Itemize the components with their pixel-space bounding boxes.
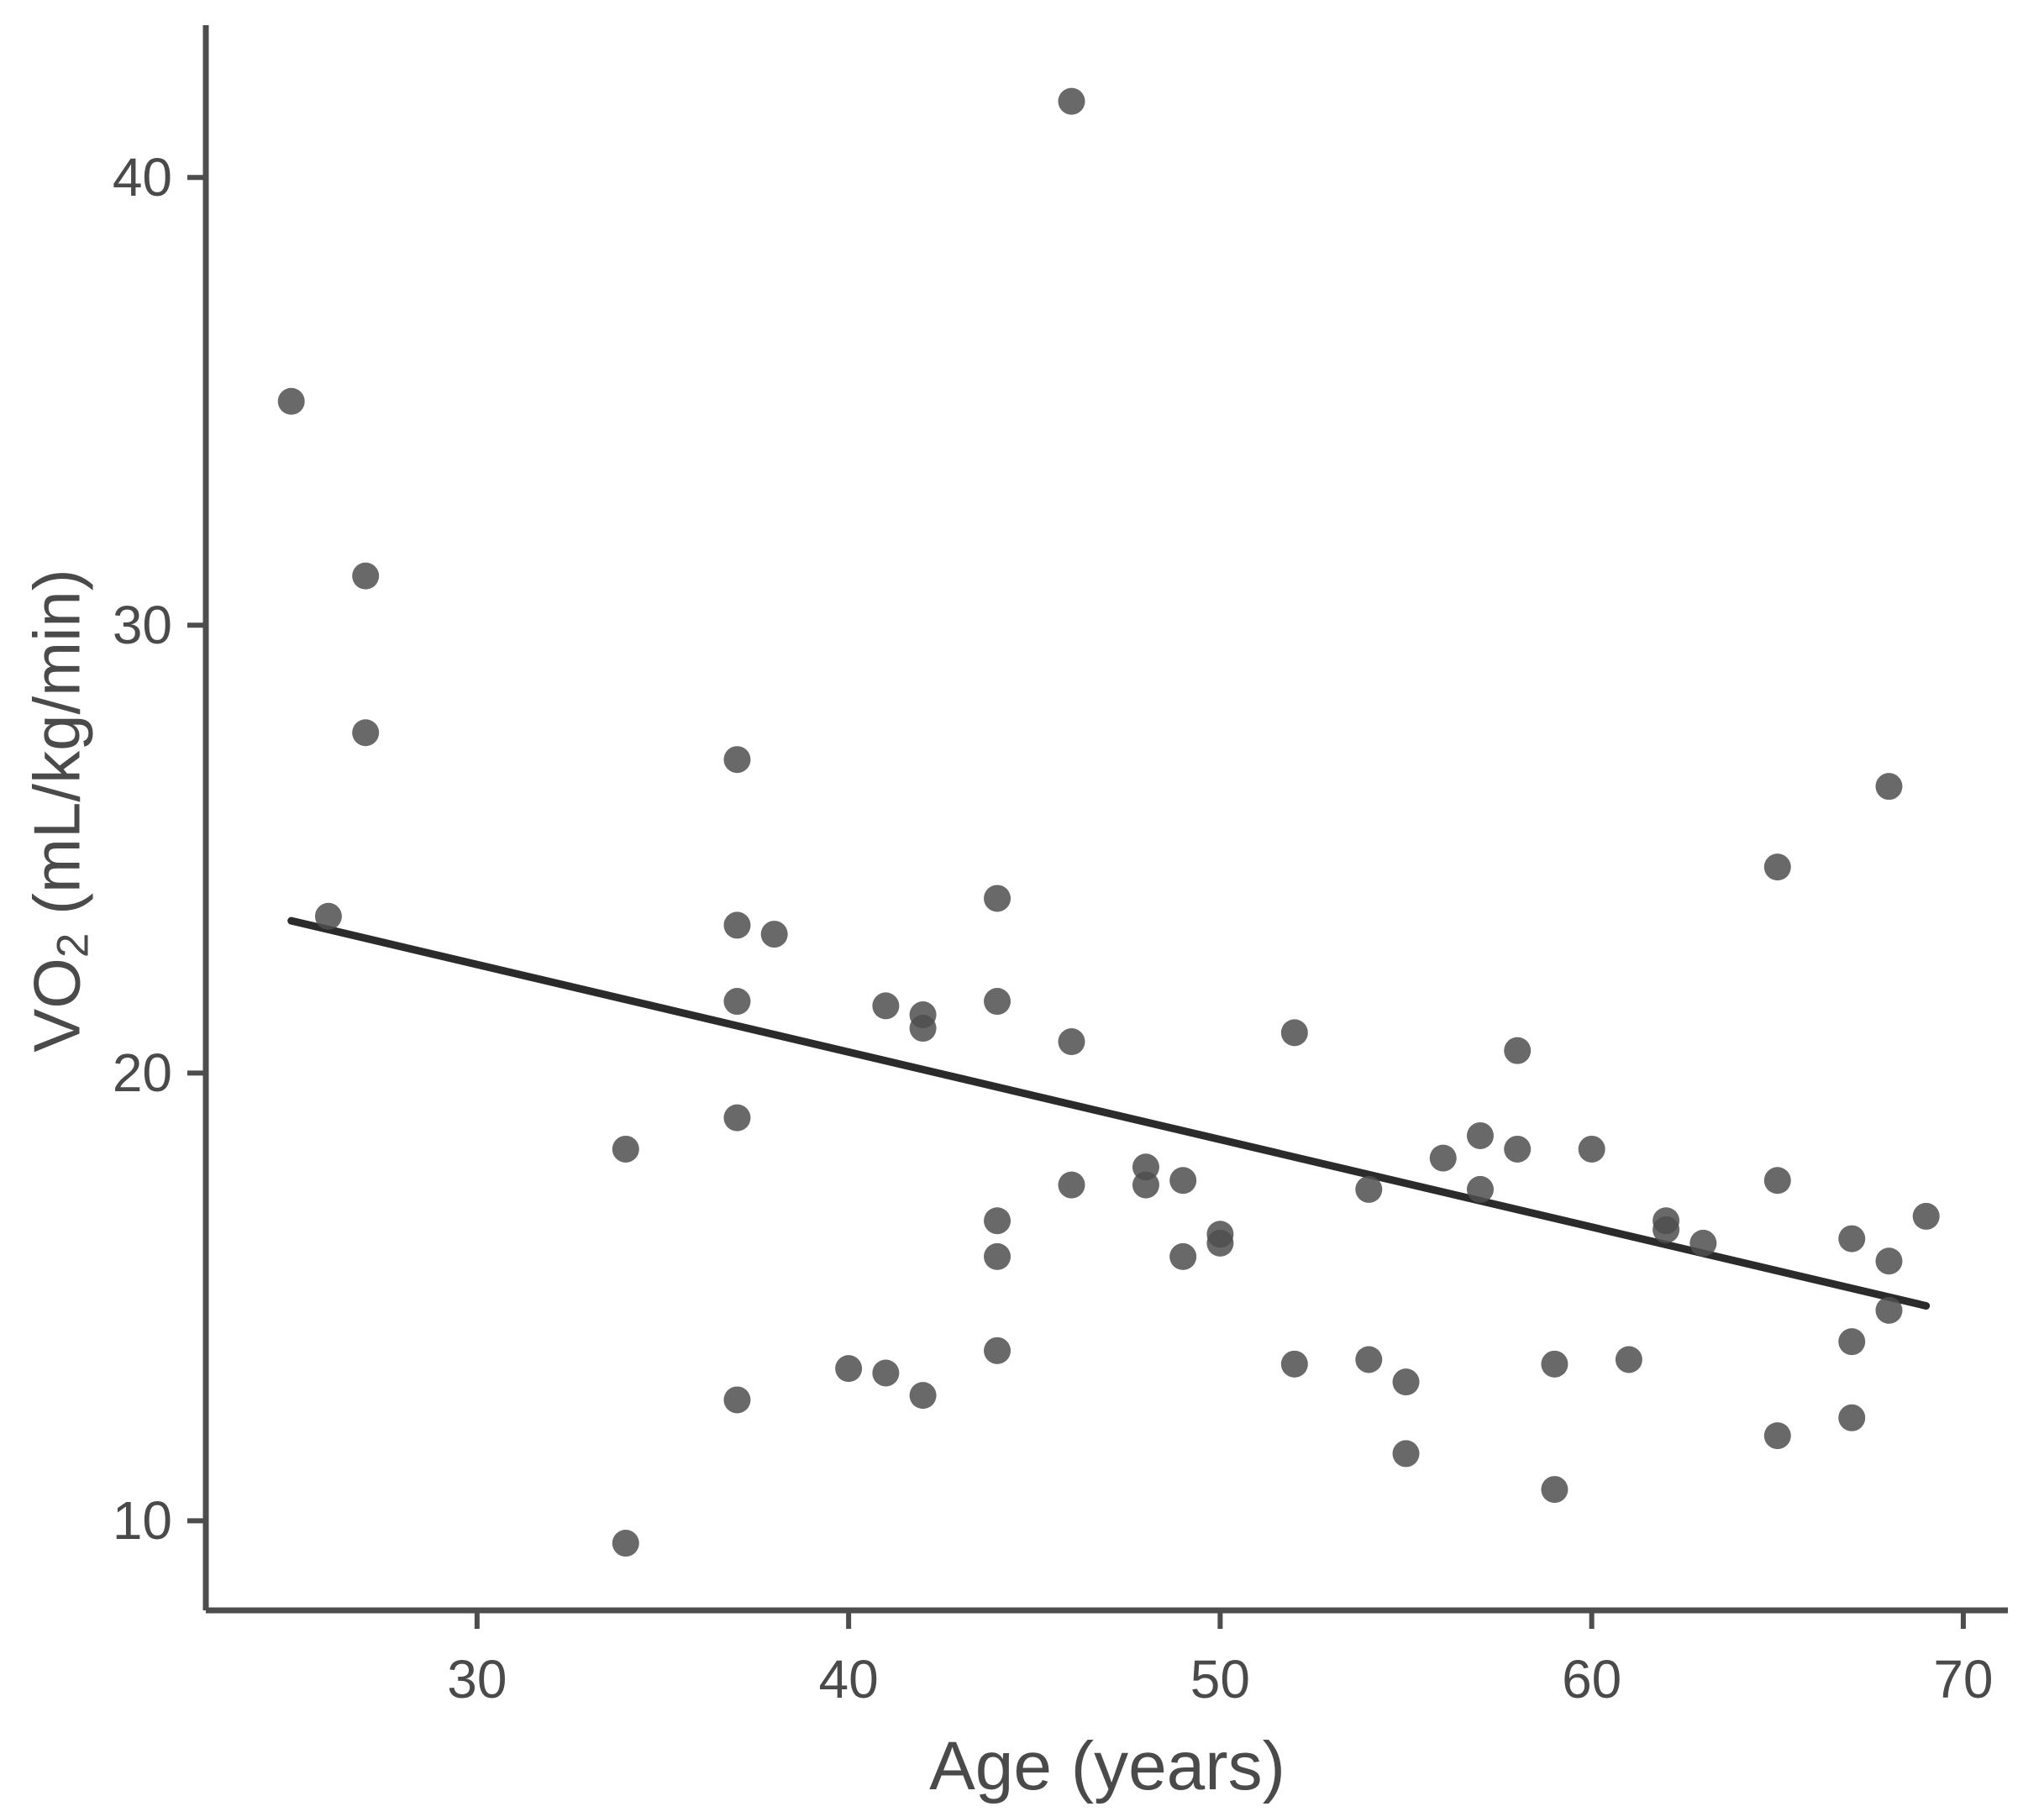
data-point bbox=[835, 1355, 863, 1383]
x-tick-label: 30 bbox=[447, 1649, 507, 1709]
data-point bbox=[1058, 87, 1085, 115]
data-point bbox=[1541, 1350, 1568, 1378]
data-point bbox=[1912, 1202, 1940, 1230]
y-axis-title-units: (mL/kg/min) bbox=[19, 569, 94, 933]
data-point bbox=[1206, 1229, 1234, 1257]
data-point bbox=[612, 1135, 639, 1163]
data-point bbox=[1280, 1350, 1308, 1378]
data-point bbox=[1355, 1175, 1383, 1203]
data-point bbox=[1429, 1144, 1457, 1172]
trend-line bbox=[287, 916, 1931, 1310]
data-point bbox=[984, 988, 1011, 1016]
data-point bbox=[352, 719, 380, 747]
data-point bbox=[1504, 1037, 1532, 1064]
data-point bbox=[723, 988, 751, 1016]
data-point bbox=[909, 1015, 937, 1042]
data-point bbox=[723, 1104, 751, 1132]
data-point bbox=[760, 921, 788, 948]
data-point bbox=[1280, 1019, 1308, 1047]
data-point bbox=[723, 746, 751, 774]
data-point bbox=[1132, 1171, 1159, 1199]
data-point bbox=[1653, 1216, 1680, 1243]
data-point bbox=[984, 1242, 1011, 1270]
x-axis-title: Age (years) bbox=[929, 1728, 1285, 1804]
data-point bbox=[1689, 1229, 1717, 1257]
data-point bbox=[872, 1359, 900, 1387]
data-point bbox=[909, 1382, 937, 1410]
y-tick-label: 30 bbox=[113, 595, 172, 655]
data-point bbox=[612, 1530, 639, 1557]
x-tick-label: 70 bbox=[1933, 1649, 1993, 1709]
y-tick-label: 40 bbox=[113, 147, 172, 207]
data-point bbox=[1169, 1167, 1197, 1195]
data-point bbox=[723, 911, 751, 939]
data-point bbox=[1392, 1368, 1420, 1396]
data-point bbox=[1504, 1135, 1532, 1163]
data-point bbox=[1058, 1028, 1085, 1056]
x-tick-label: 60 bbox=[1562, 1649, 1621, 1709]
data-point bbox=[1838, 1225, 1866, 1252]
data-point bbox=[984, 1336, 1011, 1364]
data-point bbox=[1466, 1121, 1494, 1149]
data-point bbox=[1875, 1247, 1903, 1275]
data-point bbox=[1763, 1167, 1791, 1195]
y-axis-title-base: VO bbox=[19, 958, 94, 1053]
data-point bbox=[1838, 1404, 1866, 1431]
y-axis-title-subscript: 2 bbox=[48, 932, 98, 958]
data-point bbox=[872, 992, 900, 1020]
data-point bbox=[984, 885, 1011, 912]
data-point bbox=[1466, 1175, 1494, 1203]
data-point bbox=[1058, 1171, 1085, 1199]
plot-area: 10 20 30 40 30 40 50 60 70 bbox=[113, 25, 2008, 1709]
x-tick-label: 50 bbox=[1190, 1649, 1250, 1709]
data-point bbox=[1875, 773, 1903, 801]
data-point bbox=[1355, 1346, 1383, 1373]
x-tick-label: 40 bbox=[819, 1649, 879, 1709]
data-point bbox=[1578, 1135, 1605, 1163]
data-point bbox=[1763, 1422, 1791, 1450]
y-tick-label: 20 bbox=[113, 1042, 172, 1103]
data-point bbox=[1541, 1476, 1568, 1504]
data-point bbox=[277, 387, 305, 415]
data-point bbox=[352, 562, 380, 590]
data-point bbox=[1875, 1296, 1903, 1324]
data-point bbox=[1615, 1346, 1642, 1373]
y-tick-label: 10 bbox=[113, 1490, 172, 1551]
data-point bbox=[723, 1386, 751, 1414]
data-point bbox=[1392, 1440, 1420, 1468]
data-point bbox=[1763, 853, 1791, 881]
data-point bbox=[1838, 1328, 1866, 1356]
data-point bbox=[1169, 1242, 1197, 1270]
data-point bbox=[314, 902, 342, 930]
data-point bbox=[984, 1207, 1011, 1235]
